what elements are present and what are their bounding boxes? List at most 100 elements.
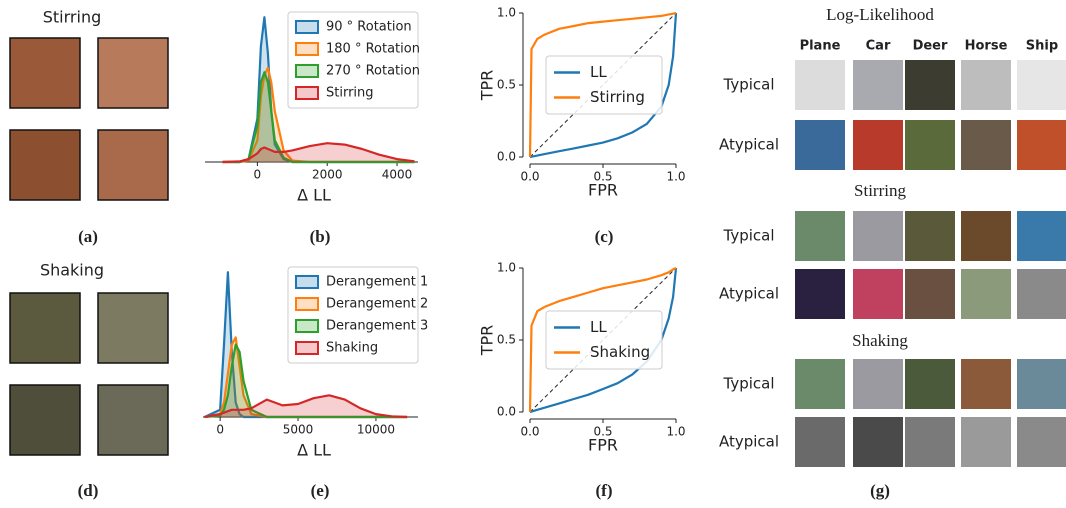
density-area [222,17,415,163]
density-area [222,72,415,162]
image-placeholder [795,417,845,467]
row-label: Typical [723,76,775,94]
x-tick-label: 0.5 [593,425,612,439]
image-placeholder [905,417,955,467]
column-header: Horse [965,39,1008,54]
legend-box [287,11,419,109]
image-placeholder [9,292,81,364]
x-tick-label: 0 [216,423,224,437]
section-title: Shaking [852,331,908,350]
image-placeholder [853,60,903,110]
image-placeholder [97,129,169,201]
row-label: Atypical [719,285,779,303]
legend-label: LL [590,63,607,81]
x-tick-label: 0.5 [593,170,612,184]
column-header: Car [866,39,891,54]
image-placeholder [1017,359,1066,409]
image-placeholder [1017,120,1066,170]
legend-box [545,310,663,370]
x-tick-label: 5000 [283,423,314,437]
section-title: Stirring [854,181,906,200]
image-placeholder [1017,417,1066,467]
image-placeholder [853,269,903,319]
x-tick-label: 4000 [382,168,413,182]
image-placeholder [961,359,1011,409]
image-placeholder [9,129,81,201]
legend-label: LL [590,318,607,336]
legend-swatch [295,275,319,289]
y-tick-label: 1.0 [497,261,516,275]
x-tick-label: 1.0 [666,170,685,184]
image-placeholder [961,417,1011,467]
image-placeholder [1017,269,1066,319]
y-axis-label: TPR [478,325,497,357]
image-placeholder [961,269,1011,319]
x-axis-label: FPR [588,436,618,455]
x-tick-label: 2000 [312,168,343,182]
y-axis-label: TPR [478,70,497,102]
density-line [204,394,408,419]
density-area [204,395,408,417]
image-placeholder [905,359,955,409]
legend-swatch [295,319,319,333]
panel-title: Shaking [40,261,104,280]
image-placeholder [905,269,955,319]
row-label: Atypical [719,136,779,154]
y-tick-label: 1.0 [497,6,516,20]
legend-swatch [295,42,319,56]
x-tick-label: 10000 [357,423,395,437]
legend-label: 270 ° Rotation [326,64,420,79]
roc-line [529,12,678,159]
row-label: Typical [723,227,775,245]
image-placeholder [795,60,845,110]
image-placeholder [97,384,169,456]
caption: (f) [596,481,613,500]
column-header: Deer [913,39,948,54]
y-tick-label: 0.5 [497,78,516,92]
legend-label: 90 ° Rotation [326,20,412,35]
legend-label: Stirring [590,88,645,106]
roc-line [528,11,677,158]
column-header: Plane [800,39,841,54]
chance-line [529,267,677,413]
roc-line [529,267,678,414]
density-line [222,71,415,164]
caption: (e) [311,481,330,500]
row-label: Typical [723,375,775,393]
image-placeholder [905,60,955,110]
legend-label: 180 ° Rotation [326,42,420,57]
image-placeholder [853,359,903,409]
legend-swatch [295,20,319,34]
x-tick-label: 0.0 [520,170,539,184]
x-tick-label: 0.0 [520,425,539,439]
legend-label: Derangement 3 [326,319,428,334]
image-placeholder [853,211,903,261]
image-placeholder [9,384,81,456]
legend-swatch [295,341,319,355]
x-tick-label: 1.0 [666,425,685,439]
image-placeholder [795,269,845,319]
image-placeholder [853,120,903,170]
image-placeholder [853,417,903,467]
image-placeholder [795,120,845,170]
legend-box [545,55,663,115]
legend-label: Derangement 2 [326,297,428,312]
x-axis-label: Δ LL [297,186,331,205]
image-placeholder [1017,60,1066,110]
y-tick-label: 0.5 [497,333,516,347]
density-area [222,67,415,162]
legend-label: Stirring [326,86,374,101]
roc-line [528,267,677,413]
legend-label: Shaking [590,343,650,361]
image-placeholder [905,120,955,170]
density-area [222,143,415,162]
density-line [204,343,408,419]
panel-title: Stirring [43,8,102,27]
caption: (g) [870,481,890,500]
image-placeholder [961,211,1011,261]
legend-swatch [295,86,319,100]
image-placeholder [905,211,955,261]
column-header: Ship [1026,39,1058,54]
caption: (b) [310,227,331,246]
